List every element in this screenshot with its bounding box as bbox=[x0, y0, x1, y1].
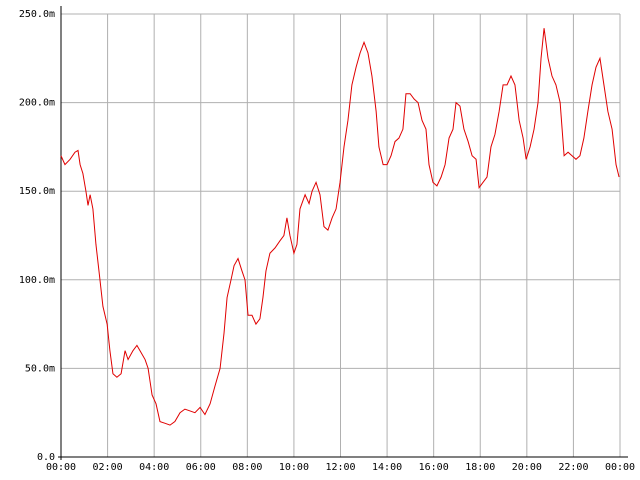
x-tick-label: 18:00 bbox=[465, 462, 495, 473]
y-tick-label: 150.0m bbox=[19, 186, 55, 197]
x-tick-label: 06:00 bbox=[186, 462, 216, 473]
y-tick-label: 50.0m bbox=[25, 363, 55, 374]
y-tick-label: 250.0m bbox=[19, 9, 55, 20]
data-line bbox=[60, 28, 620, 426]
y-tick-label: 200.0m bbox=[19, 98, 55, 109]
x-tick-label: 08:00 bbox=[232, 462, 262, 473]
y-tick-label: 100.0m bbox=[19, 275, 55, 286]
x-tick-label: 10:00 bbox=[279, 462, 309, 473]
x-tick-label: 22:00 bbox=[558, 462, 588, 473]
x-tick-label: 16:00 bbox=[419, 462, 449, 473]
x-tick-label: 14:00 bbox=[372, 462, 402, 473]
x-tick-label: 00:00 bbox=[605, 462, 635, 473]
x-tick-label: 20:00 bbox=[512, 462, 542, 473]
x-tick-label: 02:00 bbox=[93, 462, 123, 473]
x-tick-label: 04:00 bbox=[139, 462, 169, 473]
y-tick-label: 0.0 bbox=[37, 452, 55, 463]
x-tick-label: 00:00 bbox=[46, 462, 76, 473]
x-tick-label: 12:00 bbox=[325, 462, 355, 473]
